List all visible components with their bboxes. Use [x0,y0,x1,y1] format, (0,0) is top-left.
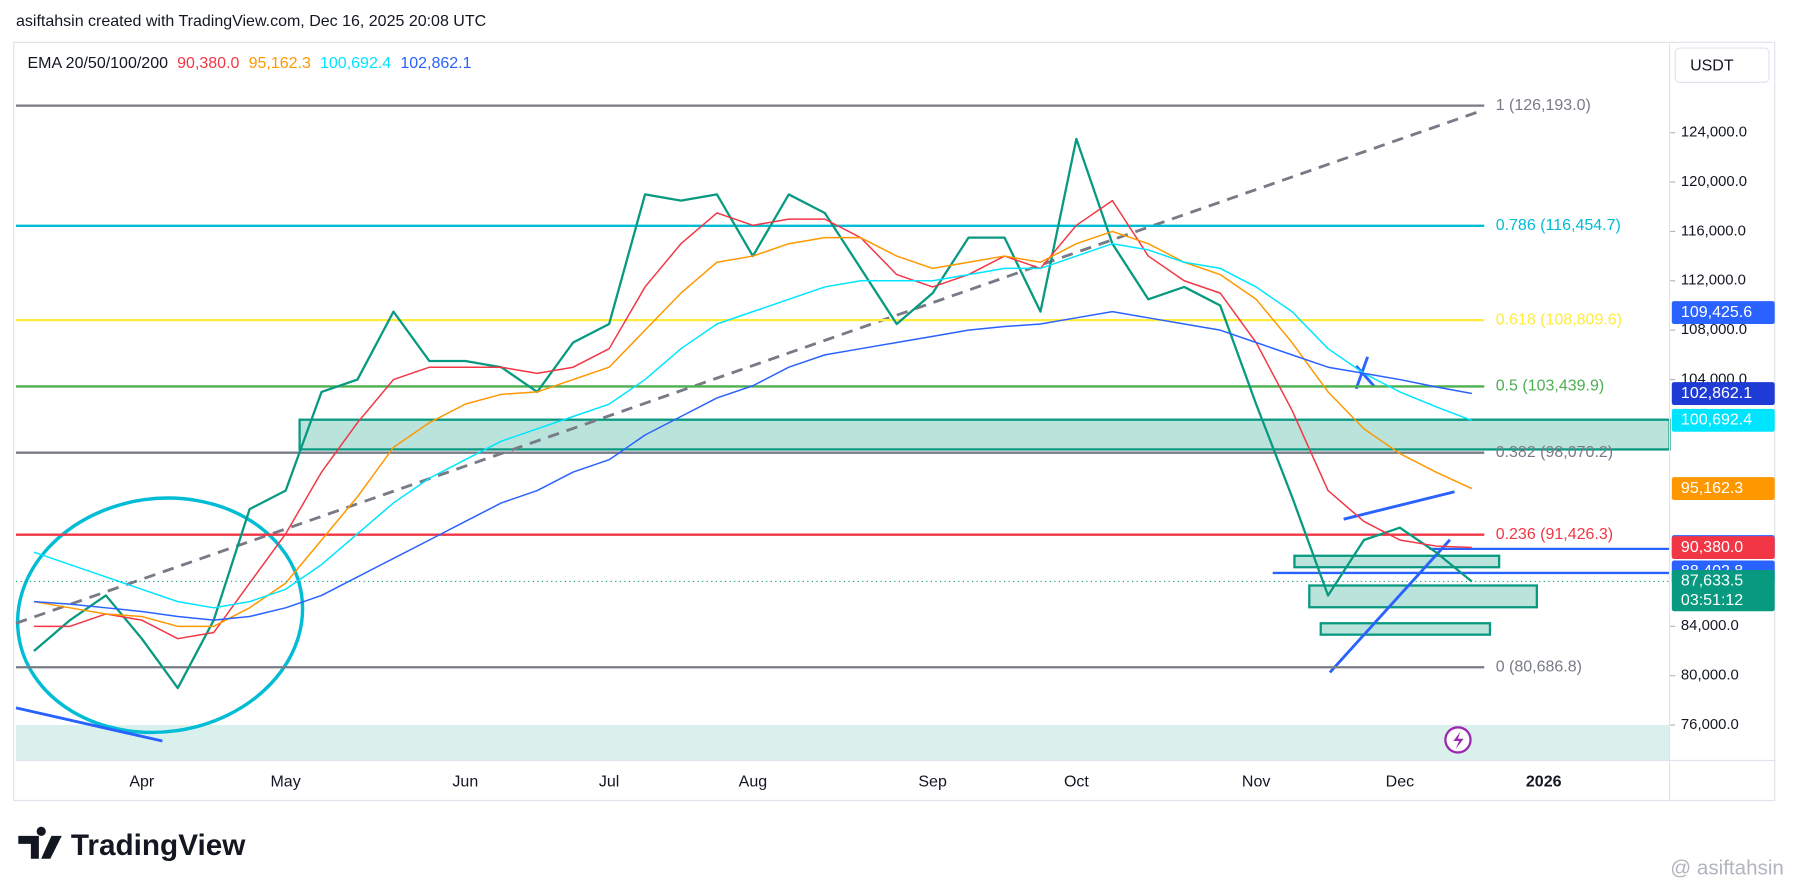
brand-logo [18,826,62,859]
price-tag [1671,408,1775,432]
y-tick-label: 120,000.0 [1681,174,1747,190]
fib-label: 0.236 (91,426.3) [1496,526,1613,543]
x-tick-label: Oct [1064,773,1089,790]
fib-label: 1 (126,193.0) [1496,97,1591,114]
legend-value: 100,692.4 [320,55,391,72]
zone [1319,622,1492,636]
legend-value: 102,862.1 [400,55,471,72]
fib-label: 0 (80,686.8) [1496,658,1582,675]
price-tag-label: 87,633.5 [1681,573,1743,590]
price-tag [1671,382,1775,405]
ema-line [33,230,1473,628]
y-tick-label: 76,000.0 [1681,717,1739,733]
price-tag-label: 102,862.1 [1681,385,1752,402]
x-tick-label: Jun [452,773,478,790]
y-tick-label: 116,000.0 [1681,223,1746,239]
event-icon-bolt [1453,731,1464,750]
y-tick-label: 84,000.0 [1681,618,1739,634]
trend-line [15,706,163,743]
x-tick-label: Nov [1242,773,1270,790]
fib-label: 0.786 (116,454.7) [1496,217,1621,234]
y-tick-label: 80,000.0 [1681,668,1739,684]
price-tag-label: 90,380.0 [1681,539,1743,556]
legend-value: 90,380.0 [177,55,239,72]
fib-label: 0.618 (108,809.6) [1496,311,1622,328]
zone [16,725,1670,761]
currency-button[interactable] [1674,47,1770,83]
trend-line [15,109,1482,625]
price-tag [1671,536,1775,560]
x-tick-label: Jul [599,773,619,790]
y-tick-label: 112,000.0 [1681,273,1746,289]
trend-line [1343,490,1455,521]
x-tick-label: Sep [918,773,947,790]
price-tag [1671,477,1775,501]
price-tag [1671,301,1775,324]
zone [1293,554,1501,569]
price-tag-label: 109,425.6 [1681,304,1752,321]
price-tag-label: 95,162.3 [1681,480,1743,497]
price-tag-label: 100,692.4 [1681,412,1752,429]
legend-value: 95,162.3 [249,55,311,72]
x-tick-label: Apr [129,773,155,790]
x-tick-label: May [270,773,300,790]
fib-label: 0.382 (98,070.2) [1496,444,1613,461]
x-tick-label: 2026 [1526,773,1562,790]
legend: EMA 20/50/100/200 90,380.0 95,162.3 100,692… [27,55,471,72]
watermark: @ asiftahsin [1670,857,1784,880]
brand: TradingView [71,829,246,862]
ema-line [33,310,1472,621]
currency[interactable]: USDT [1690,58,1734,75]
zone [1308,584,1539,609]
x-tick-label: Dec [1386,773,1414,790]
x-tick-label: Aug [739,773,767,790]
trend-line [1328,538,1452,674]
legend-title: EMA 20/50/100/200 [27,55,168,72]
price-tag [1671,570,1775,612]
price-tag-countdown: 03:51:12 [1681,592,1743,609]
ema-line [33,199,1472,640]
header: asiftahsin created with TradingView.com,… [16,13,486,30]
zone [298,418,1671,451]
plot: 124,000.0 120,000.0 116,000.0 112,000.0 108,… [16,97,1775,790]
fib-label: 0.5 (103,439.9) [1496,378,1605,395]
y-tick-label: 124,000.0 [1681,125,1747,141]
y-tick-label: 108,000.0 [1681,322,1747,338]
ellipse [15,496,305,735]
ema-line [33,242,1473,609]
